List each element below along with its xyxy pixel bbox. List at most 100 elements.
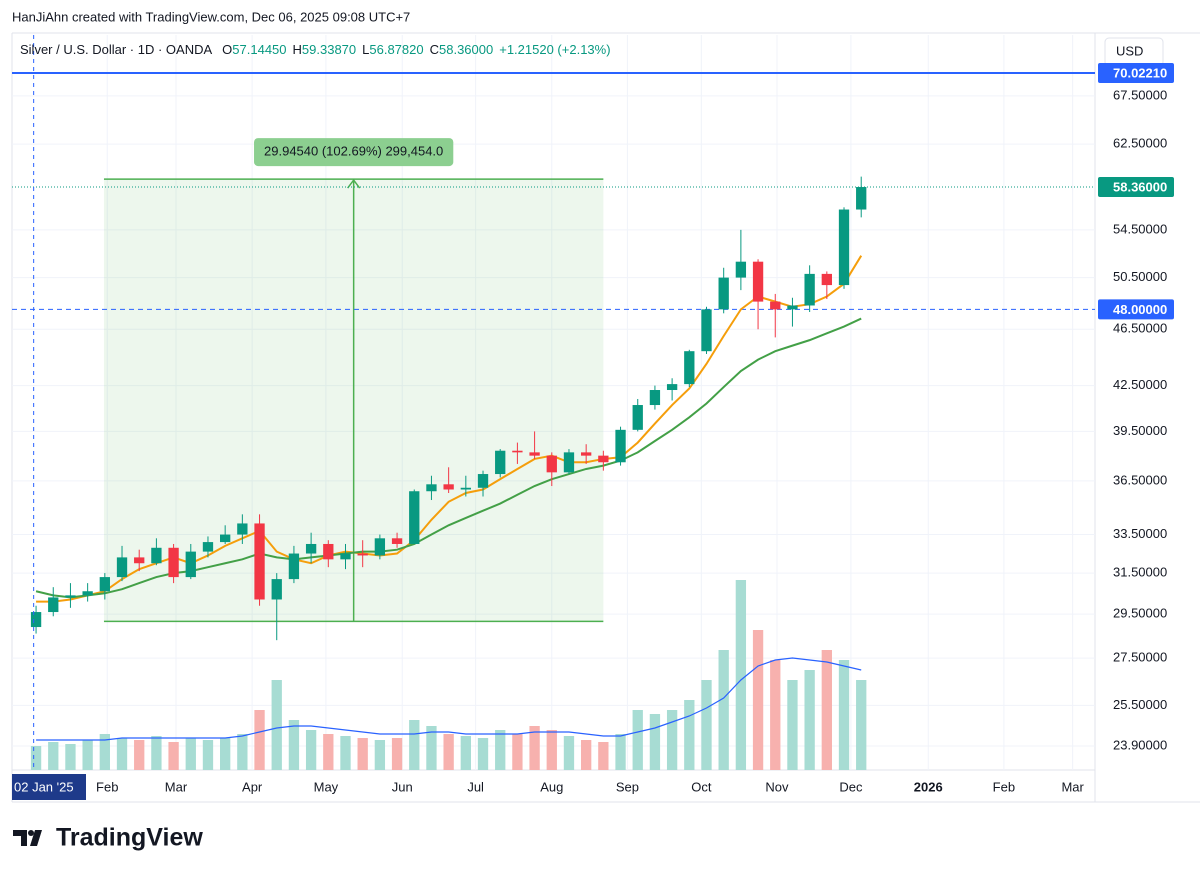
volume-bar <box>220 738 231 770</box>
volume-bar <box>512 734 523 770</box>
y-tick-label: 31.50000 <box>1113 565 1167 580</box>
volume-bar <box>666 710 678 770</box>
y-tick-label: 39.50000 <box>1113 423 1167 438</box>
legend-high: 59.33870 <box>302 42 356 57</box>
volume-bar <box>477 738 489 770</box>
volume-bar <box>752 630 764 770</box>
x-tick-label: May <box>314 779 339 794</box>
x-tick-label: Jun <box>392 779 413 794</box>
volume-bar <box>735 580 747 770</box>
measure-label-box <box>254 138 454 167</box>
candle-body <box>151 547 162 564</box>
volume-bar <box>821 650 832 770</box>
candle-body <box>666 384 678 391</box>
x-tick-label: Dec <box>839 779 863 794</box>
candle-body <box>134 557 145 564</box>
y-tick-label: 50.50000 <box>1113 269 1167 284</box>
volume-bar <box>770 660 781 770</box>
volume-bar <box>30 746 42 770</box>
volume-bar <box>271 680 282 770</box>
attribution: HanJiAhn created with TradingView.com, D… <box>12 9 410 24</box>
candle-body <box>168 547 179 578</box>
x-tick-label: Feb <box>96 779 118 794</box>
logo-mark <box>13 830 42 846</box>
y-tick-label: 27.50000 <box>1113 650 1167 665</box>
candle-body <box>787 305 798 310</box>
volume-bar <box>787 680 798 770</box>
volume-bar <box>99 734 110 770</box>
volume-bar <box>460 736 471 770</box>
x-tick-label: Mar <box>1061 779 1084 794</box>
volume-bar <box>684 700 695 770</box>
volume-bar <box>701 680 712 770</box>
legend-close: 58.36000 <box>439 42 493 57</box>
candle-body <box>30 612 42 628</box>
volume-bar <box>116 738 128 770</box>
volume-bar <box>151 736 162 770</box>
legend-close-label: C <box>430 42 439 57</box>
volume-bar <box>529 726 540 770</box>
x-tick-label: Jul <box>467 779 484 794</box>
candle-body <box>426 484 437 492</box>
candle-body <box>254 523 265 600</box>
legend: Silver / U.S. Dollar · 1D · OANDA O57.144… <box>20 42 611 57</box>
candle-body <box>202 542 214 552</box>
volume-bar <box>598 742 609 770</box>
price-badge-label: 58.36000 <box>1113 179 1167 194</box>
y-tick-label: 54.50000 <box>1113 221 1167 236</box>
volume-bar <box>168 742 179 770</box>
candle-body <box>701 309 712 352</box>
volume-bar <box>357 738 368 770</box>
measure-label: 29.94540 (102.69%) 299,454.0 <box>264 144 443 159</box>
y-tick-label: 67.50000 <box>1113 87 1167 102</box>
x-tick-label: Feb <box>993 779 1015 794</box>
volume-bar <box>718 650 729 770</box>
candle-body <box>735 261 747 278</box>
volume-bar <box>305 730 317 770</box>
y-tick-label: 23.90000 <box>1113 737 1167 752</box>
candle-body <box>477 474 489 488</box>
volume-bar <box>563 736 575 770</box>
volume-bar <box>838 660 850 770</box>
candle-body <box>615 429 626 463</box>
volume-bar <box>615 734 626 770</box>
measure-arrowhead <box>347 178 361 189</box>
candle-body <box>495 450 506 475</box>
crosshair-label: 02 Jan '25 <box>14 779 74 794</box>
volume-bar <box>649 714 661 770</box>
logo <box>13 830 42 846</box>
candle-body <box>684 351 695 385</box>
price-badge <box>1098 177 1174 198</box>
volume-bar <box>495 730 506 770</box>
price-badge <box>1098 299 1174 320</box>
candle-body <box>82 591 93 596</box>
candle-body <box>770 301 781 310</box>
candle-body <box>581 452 592 456</box>
candle-body <box>185 551 196 578</box>
legend-low-label: L <box>362 42 369 57</box>
candle-body <box>460 487 471 490</box>
x-tick-label: Mar <box>165 779 188 794</box>
volume-bar <box>409 720 420 770</box>
legend-symbol: Silver / U.S. Dollar · 1D · OANDA <box>20 42 212 57</box>
legend-open: 57.14450 <box>232 42 286 57</box>
candle-body <box>838 209 850 286</box>
logo-dot <box>28 830 34 836</box>
candle-body <box>804 273 815 306</box>
candle-body <box>288 553 300 580</box>
candle-body <box>357 553 368 556</box>
price-badge <box>1098 62 1174 83</box>
volume-bar <box>546 730 557 770</box>
currency[interactable]: USD <box>1116 43 1143 58</box>
volume-bar <box>804 670 815 770</box>
candle-body <box>220 534 231 543</box>
candle-body <box>546 455 557 473</box>
candle-body <box>856 187 867 210</box>
candle-body <box>48 597 59 613</box>
volume-bar <box>48 742 59 770</box>
x-tick-label: Oct <box>691 779 712 794</box>
legend-open-label: O <box>222 42 232 57</box>
y-tick-label: 36.50000 <box>1113 472 1167 487</box>
price-badge-label: 70.02210 <box>1113 65 1167 80</box>
y-tick-label: 46.50000 <box>1113 321 1167 336</box>
